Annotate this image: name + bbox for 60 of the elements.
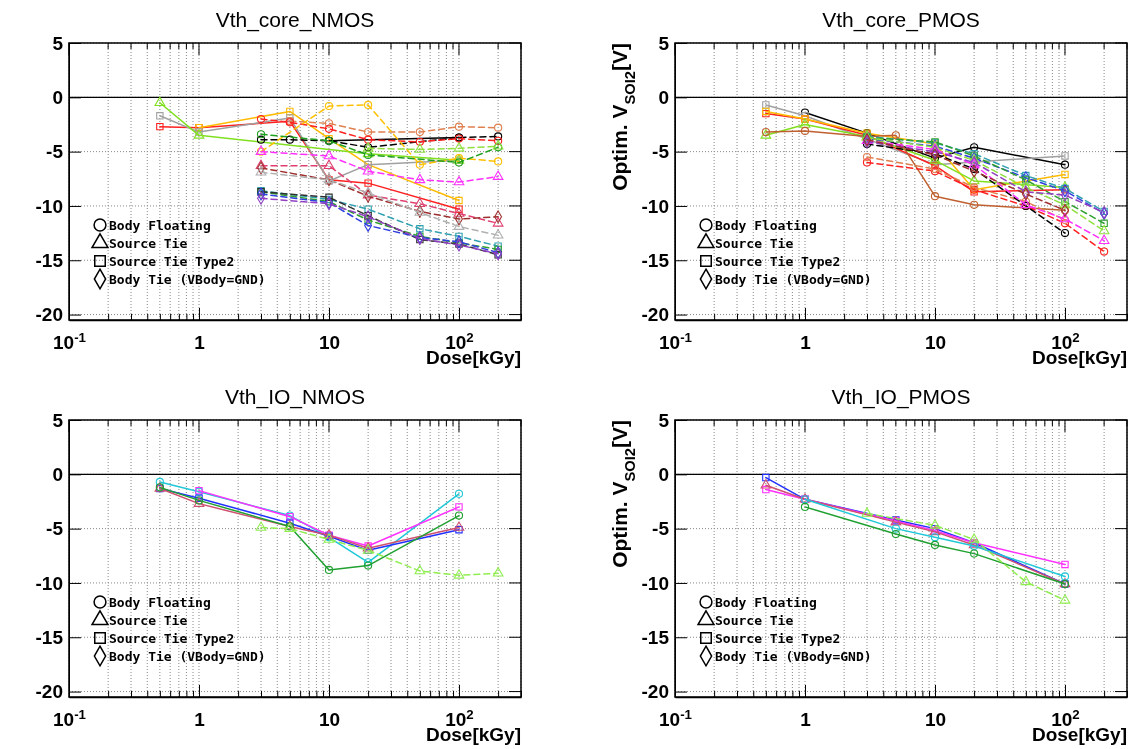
annotation: Body Floating — [109, 594, 211, 610]
y-tick-label: -5 — [652, 518, 670, 540]
y-tick-label: -10 — [641, 572, 669, 594]
y-tick-label: -15 — [641, 249, 670, 271]
x-tick-label: 10$^{2}$ — [445, 329, 474, 354]
chart-title: Vth_core_NMOS — [215, 8, 375, 32]
annotation: Body Tie (VBody=GND) — [109, 271, 266, 287]
y-tick-label: -20 — [641, 681, 669, 703]
x-tick-label: 10 — [318, 709, 341, 731]
y-tick-label: -10 — [35, 195, 63, 217]
y-tick-label: 5 — [52, 32, 64, 54]
x-tick-label: 10 — [924, 332, 947, 354]
y-tick-label: 0 — [52, 463, 63, 485]
y-tick-label: -5 — [46, 518, 64, 540]
x-tick-label: 10$^{-1}$ — [53, 329, 87, 354]
y-tick-label: -20 — [35, 681, 63, 703]
y-tick-label: -10 — [641, 195, 669, 217]
annotation: Source Tie — [109, 612, 188, 628]
x-tick-label: 10$^{2}$ — [1051, 329, 1080, 354]
x-tick-label: 10 — [924, 709, 947, 731]
annotation: Source Tie Type2 — [109, 630, 235, 646]
annotation: Body Tie (VBody=GND) — [715, 271, 872, 287]
annotation: Body Floating — [715, 594, 817, 610]
annotation: Source Tie — [109, 235, 188, 251]
y-tick-label: 0 — [52, 86, 63, 108]
x-tick-label: 1 — [194, 332, 206, 354]
y-tick-label: 5 — [658, 32, 670, 54]
y-tick-label: -15 — [35, 249, 64, 271]
x-tick-label: 1 — [800, 709, 812, 731]
y-tick-label: -15 — [641, 626, 670, 648]
x-tick-label: 10$^{-1}$ — [659, 706, 693, 731]
x-tick-label: 10 — [318, 332, 341, 354]
annotation: Body Floating — [109, 217, 211, 233]
annotation: Source Tie Type2 — [109, 253, 235, 269]
annotation: Source Tie Type2 — [715, 630, 841, 646]
y-tick-label: -10 — [35, 572, 63, 594]
y-tick-label: 5 — [658, 409, 670, 431]
y-tick-label: 0 — [658, 463, 669, 485]
annotation: Source Tie — [715, 235, 794, 251]
chart-title: Vth_IO_NMOS — [224, 385, 366, 409]
y-tick-label: 5 — [52, 409, 64, 431]
annotation: Body Floating — [715, 217, 817, 233]
y-tick-label: -5 — [46, 141, 64, 163]
annotation: Body Tie (VBody=GND) — [715, 648, 872, 664]
x-tick-label: 10$^{2}$ — [1051, 706, 1080, 731]
x-tick-label: 10$^{-1}$ — [659, 329, 693, 354]
x-tick-label: 10$^{-1}$ — [53, 706, 87, 731]
annotation: Source Tie — [715, 612, 794, 628]
annotation: Body Tie (VBody=GND) — [109, 648, 266, 664]
chart-title: Vth_core_PMOS — [822, 8, 980, 32]
x-tick-label: 1 — [800, 332, 812, 354]
x-tick-label: 10$^{2}$ — [445, 706, 474, 731]
x-tick-label: 1 — [194, 709, 206, 731]
annotation: Source Tie Type2 — [715, 253, 841, 269]
chart-title: Vth_IO_PMOS — [831, 385, 971, 409]
y-tick-label: 0 — [658, 86, 669, 108]
y-tick-label: -20 — [641, 304, 669, 326]
y-tick-label: -5 — [652, 141, 670, 163]
y-tick-label: -20 — [35, 304, 63, 326]
y-tick-label: -15 — [35, 626, 64, 648]
